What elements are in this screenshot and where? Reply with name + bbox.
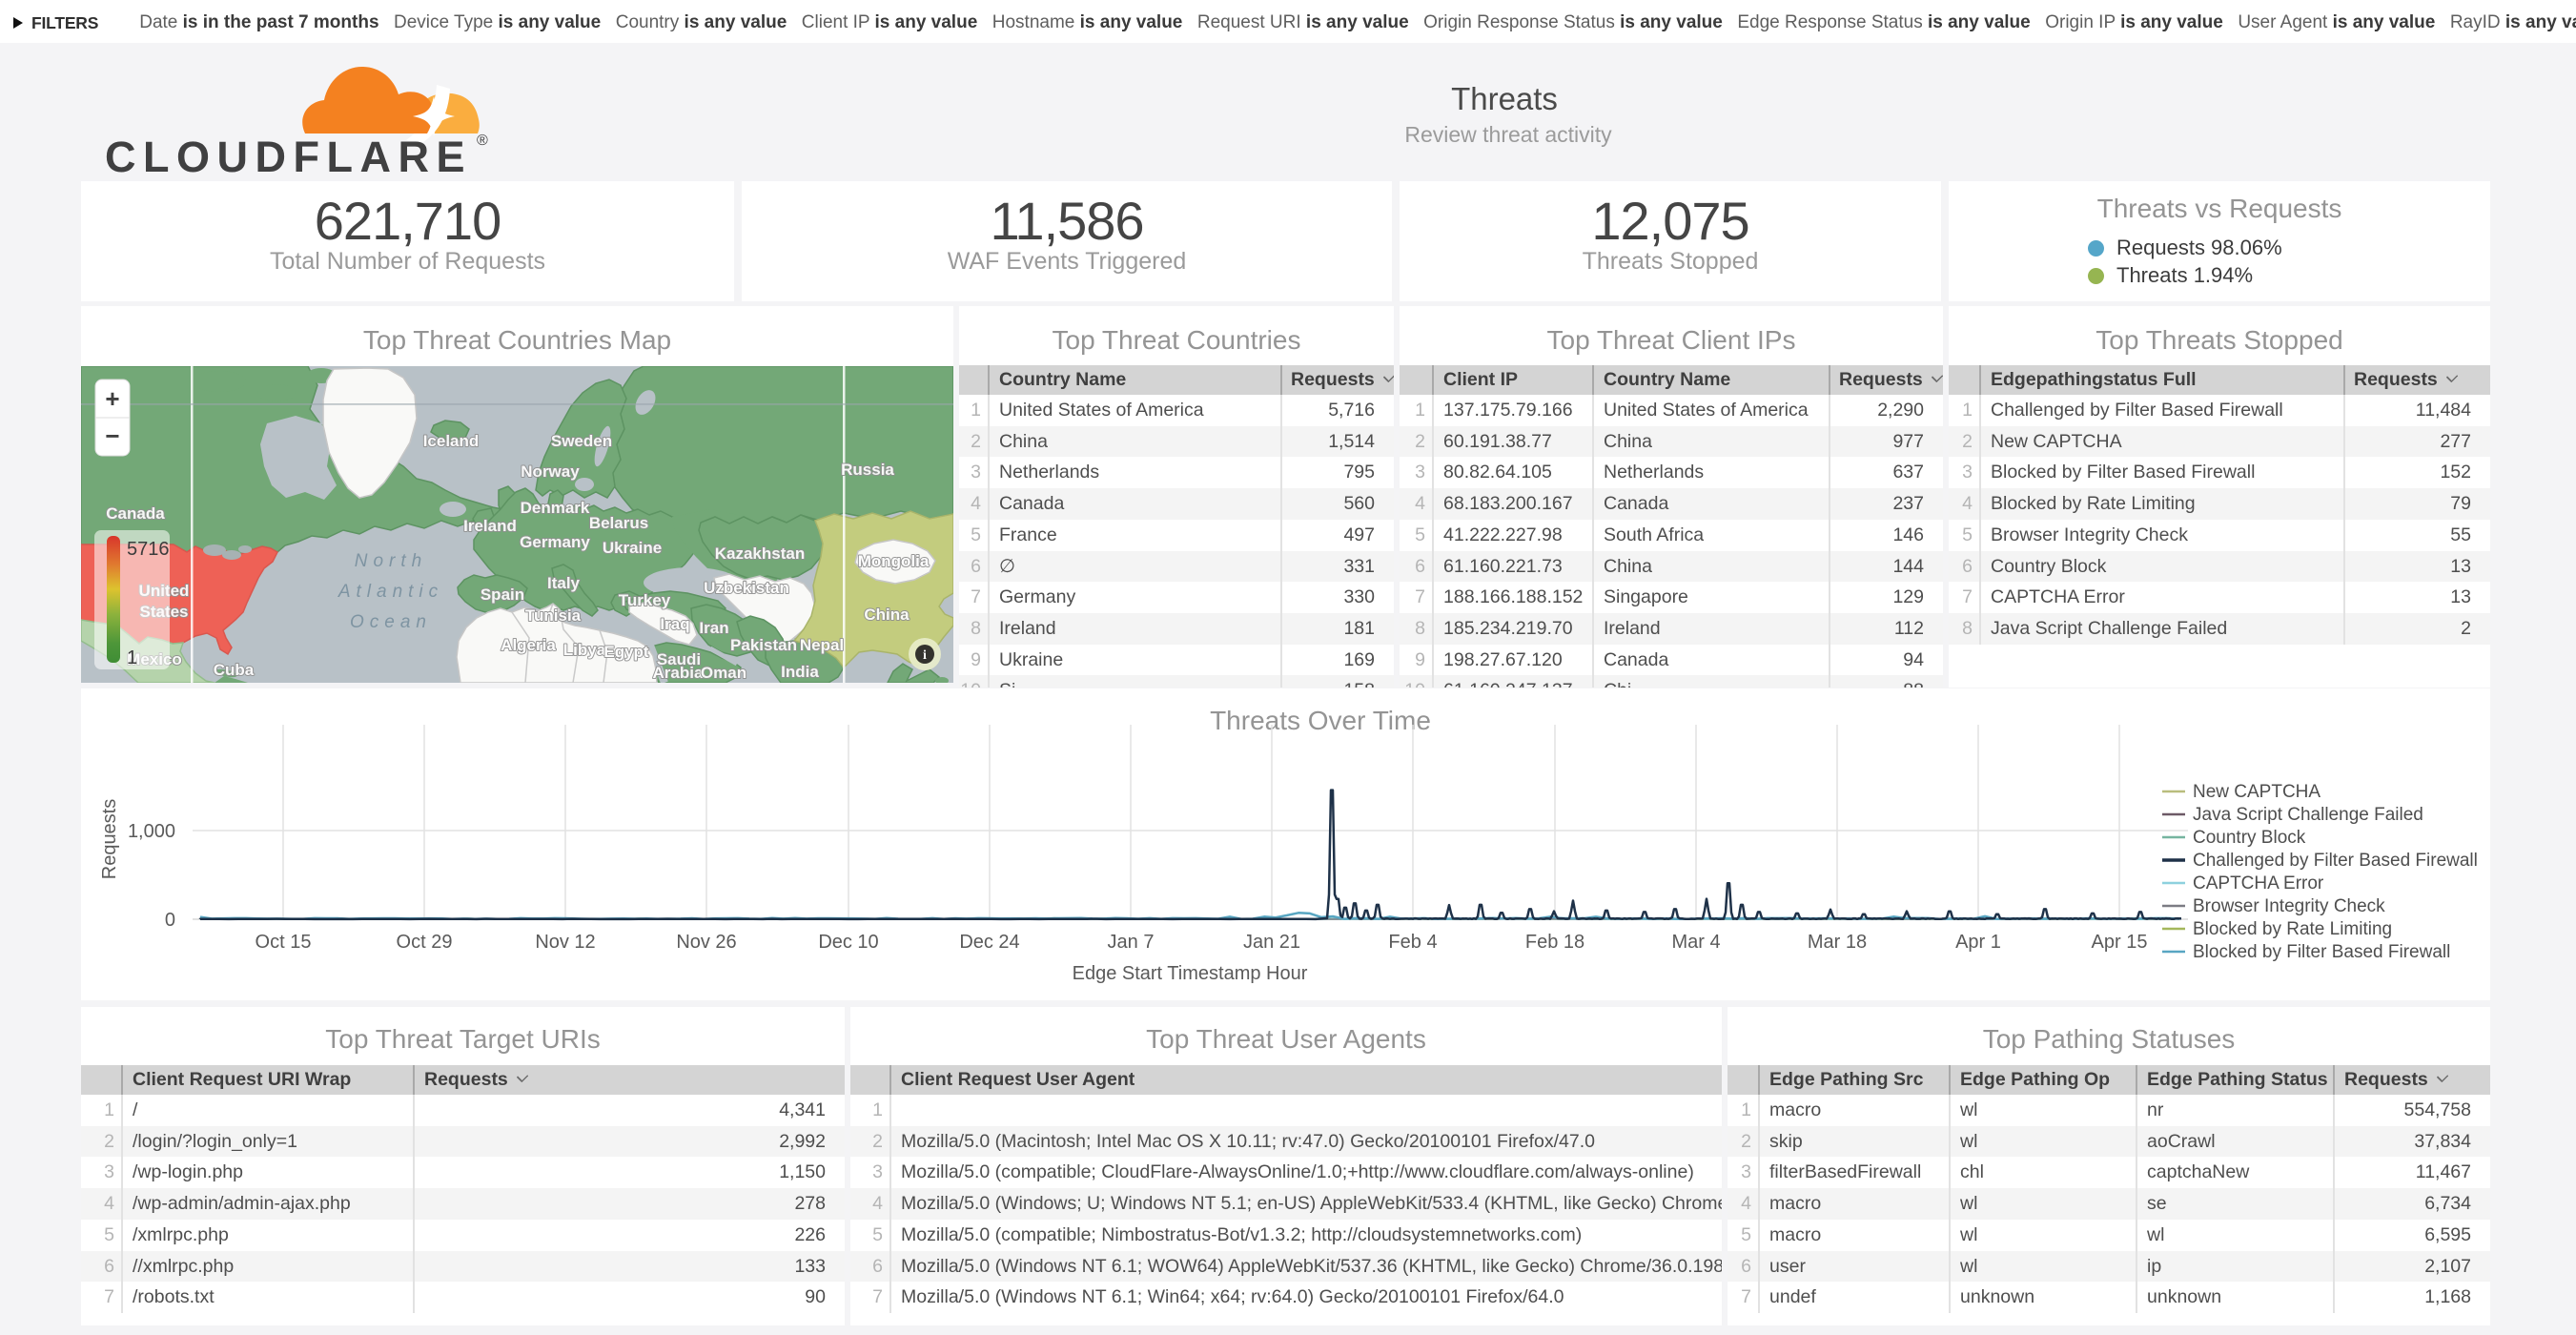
svg-text:Requests: Requests xyxy=(99,799,120,880)
svg-text:Kazakhstan: Kazakhstan xyxy=(715,544,805,563)
svg-text:Italy: Italy xyxy=(547,574,581,592)
svg-text:Dec 24: Dec 24 xyxy=(959,932,1019,953)
svg-text:Belarus: Belarus xyxy=(589,514,648,532)
svg-text:Jan 7: Jan 7 xyxy=(1108,932,1155,953)
svg-text:CAPTCHA Error: CAPTCHA Error xyxy=(2193,873,2324,893)
svg-text:Oman: Oman xyxy=(701,664,746,682)
svg-text:Iran: Iran xyxy=(699,619,728,637)
svg-text:Challenged by Filter Based Fir: Challenged by Filter Based Firewall xyxy=(2193,851,2478,871)
svg-text:India: India xyxy=(781,663,819,681)
svg-text:Feb 4: Feb 4 xyxy=(1388,932,1437,953)
svg-text:+: + xyxy=(105,384,119,413)
svg-text:Turkey: Turkey xyxy=(619,591,671,609)
svg-text:Uzbekistan: Uzbekistan xyxy=(704,579,789,597)
svg-text:Browser Integrity Check: Browser Integrity Check xyxy=(2193,896,2385,916)
svg-text:Apr 1: Apr 1 xyxy=(1955,932,2001,953)
svg-text:Oct 15: Oct 15 xyxy=(256,932,312,953)
svg-text:CLOUDFLARE: CLOUDFLARE xyxy=(105,133,472,181)
svg-text:Saudi: Saudi xyxy=(657,650,701,668)
svg-text:Mongolia: Mongolia xyxy=(858,552,930,570)
svg-text:5716: 5716 xyxy=(127,539,170,560)
svg-text:Pakistan: Pakistan xyxy=(730,636,797,654)
svg-text:Ireland: Ireland xyxy=(463,517,517,535)
svg-text:Iraq: Iraq xyxy=(660,615,689,633)
svg-text:Dec 10: Dec 10 xyxy=(818,932,878,953)
svg-text:Norway: Norway xyxy=(521,462,580,481)
svg-text:Egypt: Egypt xyxy=(603,643,649,661)
svg-text:China: China xyxy=(864,606,910,624)
svg-text:1,000: 1,000 xyxy=(128,821,175,842)
svg-text:Mar 18: Mar 18 xyxy=(1808,932,1867,953)
svg-text:Iceland: Iceland xyxy=(423,432,480,450)
svg-text:Jan 21: Jan 21 xyxy=(1243,932,1300,953)
svg-text:Ocean: Ocean xyxy=(350,612,432,632)
svg-text:i: i xyxy=(923,648,927,663)
svg-text:0: 0 xyxy=(165,910,175,931)
svg-text:Blocked by Rate Limiting: Blocked by Rate Limiting xyxy=(2193,919,2392,939)
svg-text:Java Script Challenge Failed: Java Script Challenge Failed xyxy=(2193,805,2423,825)
svg-text:North: North xyxy=(355,551,427,571)
svg-text:Algeria: Algeria xyxy=(501,636,556,654)
svg-text:Edge Start Timestamp Hour: Edge Start Timestamp Hour xyxy=(1073,963,1308,984)
svg-text:Denmark: Denmark xyxy=(521,499,590,517)
svg-text:Feb 18: Feb 18 xyxy=(1525,932,1584,953)
svg-text:Germany: Germany xyxy=(520,533,590,551)
svg-text:Arabia: Arabia xyxy=(653,664,704,682)
svg-text:Ukraine: Ukraine xyxy=(603,539,662,557)
svg-text:−: − xyxy=(105,421,119,450)
svg-text:Canada: Canada xyxy=(106,504,165,523)
svg-text:Mar 4: Mar 4 xyxy=(1671,932,1720,953)
svg-text:Libya: Libya xyxy=(563,641,606,659)
svg-text:Atlantic: Atlantic xyxy=(337,582,443,602)
svg-text:1: 1 xyxy=(127,647,137,668)
svg-text:Nov 26: Nov 26 xyxy=(676,932,736,953)
svg-text:Spain: Spain xyxy=(480,585,524,604)
svg-text:Nepal: Nepal xyxy=(800,636,844,654)
svg-text:Sweden: Sweden xyxy=(551,432,612,450)
svg-text:Cuba: Cuba xyxy=(214,661,255,679)
svg-text:Tunisia: Tunisia xyxy=(525,606,582,625)
svg-text:Country Block: Country Block xyxy=(2193,828,2306,848)
svg-text:Blocked by Filter Based Firewa: Blocked by Filter Based Firewall xyxy=(2193,942,2450,962)
svg-text:Russia: Russia xyxy=(841,461,894,479)
svg-text:New CAPTCHA: New CAPTCHA xyxy=(2193,782,2320,802)
svg-text:Oct 29: Oct 29 xyxy=(397,932,453,953)
svg-text:®: ® xyxy=(477,133,488,149)
svg-text:Apr 15: Apr 15 xyxy=(2092,932,2148,953)
svg-text:Nov 12: Nov 12 xyxy=(535,932,595,953)
